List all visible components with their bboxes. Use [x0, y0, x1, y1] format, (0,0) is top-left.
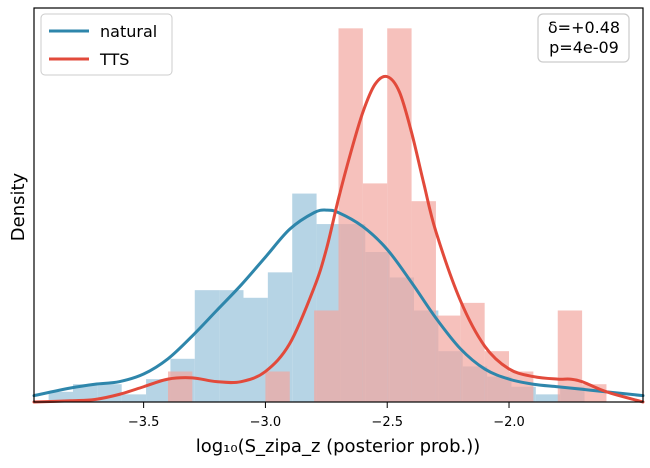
- tts-hist-bar-7: [435, 315, 461, 402]
- legend-label-tts: TTS: [99, 50, 129, 69]
- y-axis-label: Density: [8, 172, 29, 241]
- x-tick-label: −2.5: [371, 415, 403, 430]
- natural-hist-bar-8: [243, 297, 268, 402]
- legend-label-natural: natural: [100, 22, 157, 41]
- kde-curves: [32, 74, 645, 404]
- tts-hist-bar-2: [314, 310, 339, 402]
- tts-hist-bar-5: [387, 28, 412, 403]
- natural-hist-bar-0: [48, 391, 73, 402]
- x-axis-ticks: −3.5 −3.0 −2.5 −2.0: [128, 402, 525, 430]
- plot-frame: [33, 7, 644, 403]
- natural-kde-line: [32, 208, 645, 398]
- tts-hist-bar-4: [362, 183, 388, 402]
- x-tick-label: −3.0: [250, 415, 282, 430]
- tts-kde-line: [32, 74, 645, 404]
- stats-delta: δ=+0.48: [548, 18, 620, 37]
- legend: natural TTS: [40, 13, 173, 76]
- natural-hist-bar-20: [535, 394, 561, 402]
- natural-hist-bar-6: [194, 290, 220, 402]
- natural-hist-bar-10: [292, 193, 317, 402]
- x-axis-label: log₁₀(S_zipa_z (posterior prob.)): [196, 436, 481, 457]
- stats-box: [537, 13, 630, 63]
- natural-hist-bar-3: [121, 394, 147, 402]
- stats-pvalue: p=4e-09: [549, 38, 619, 57]
- tts-hist-bar-1: [265, 371, 290, 402]
- x-tick-label: −2.0: [493, 415, 525, 430]
- stats-annotation: δ=+0.48 p=4e-09: [537, 13, 630, 63]
- natural-hist-bar-1: [72, 384, 98, 402]
- natural-hist-bar-7: [219, 290, 244, 402]
- x-tick-label: −3.5: [128, 415, 160, 430]
- tts-hist-bar-0: [167, 371, 193, 402]
